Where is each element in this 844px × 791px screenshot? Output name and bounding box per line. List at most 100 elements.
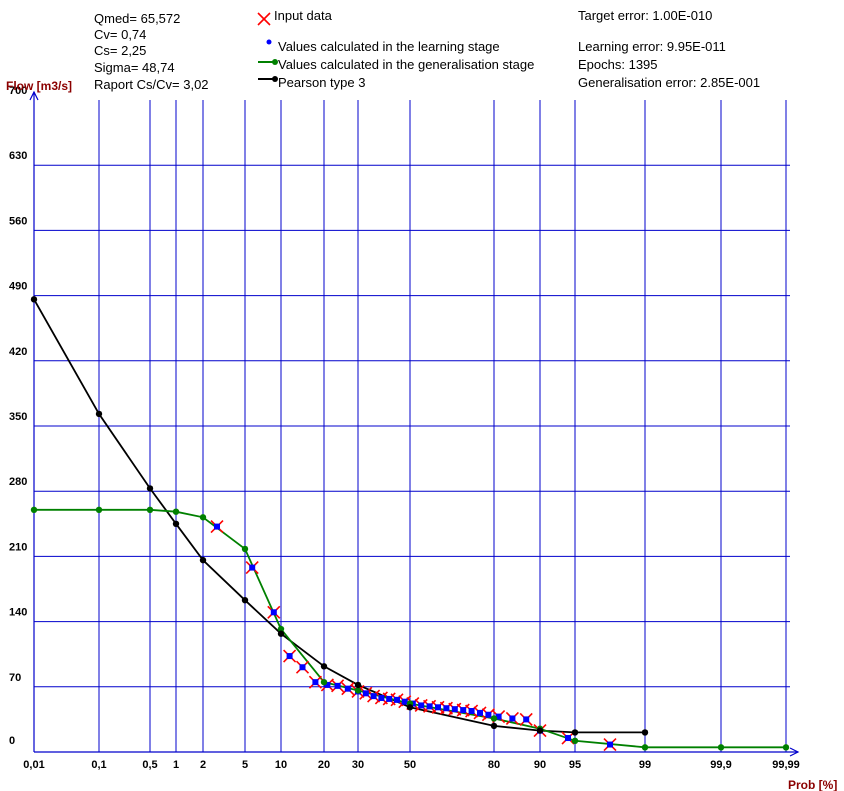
y-tick-label: 490 bbox=[9, 281, 27, 293]
generalisation-point bbox=[717, 744, 725, 751]
grid bbox=[34, 100, 790, 752]
learning-point bbox=[451, 706, 458, 713]
learning-point bbox=[299, 664, 306, 671]
pearson-point bbox=[320, 663, 328, 670]
learning-point bbox=[324, 681, 331, 688]
generalisation-point bbox=[199, 514, 207, 521]
x-tick-label: 99 bbox=[639, 759, 651, 771]
learning-point bbox=[485, 711, 492, 718]
generalisation-point bbox=[30, 506, 38, 514]
y-tick-label: 560 bbox=[9, 215, 27, 227]
x-tick-label: 95 bbox=[569, 759, 581, 771]
learning-point bbox=[334, 682, 341, 689]
x-tick-label: 0,5 bbox=[142, 759, 157, 771]
learning-point bbox=[214, 523, 220, 530]
y-tick-label: 700 bbox=[9, 85, 27, 97]
generalisation-point bbox=[172, 508, 180, 515]
info-learning-error: Learning error: 9.95E-011 bbox=[578, 39, 726, 54]
legend-label-learning: Values calculated in the learning stage bbox=[278, 39, 500, 54]
pearson-point bbox=[490, 722, 498, 730]
pearson-point bbox=[241, 596, 249, 604]
generalisation-point bbox=[571, 737, 579, 745]
data-series bbox=[30, 296, 790, 752]
learning-point bbox=[495, 713, 502, 720]
learning-point bbox=[443, 705, 450, 712]
y-tick-label: 630 bbox=[9, 150, 27, 162]
pearson-point bbox=[95, 410, 103, 418]
learning-point bbox=[607, 741, 613, 748]
learning-point bbox=[362, 690, 369, 697]
pearson-point bbox=[536, 727, 544, 734]
stat-qmed: Qmed= 65,572 bbox=[94, 11, 180, 26]
blue-dot-icon bbox=[266, 39, 272, 45]
x-tick-label: 80 bbox=[488, 759, 500, 771]
y-tick-label: 420 bbox=[9, 346, 27, 358]
legend-label-input: Input data bbox=[274, 8, 333, 23]
x-tick-label: 30 bbox=[352, 759, 364, 771]
pearson-point bbox=[277, 630, 285, 637]
training-info-block: Target error: 1.00E-010 Learning error: … bbox=[578, 8, 760, 90]
y-tick-label: 280 bbox=[9, 476, 27, 488]
y-tick-label: 140 bbox=[9, 607, 27, 619]
statistics-block: Qmed= 65,572 Cv= 0,74 Cs= 2,25 Sigma= 48… bbox=[94, 11, 209, 92]
learning-point bbox=[460, 707, 467, 714]
generalisation-point bbox=[354, 687, 362, 694]
stat-cs: Cs= 2,25 bbox=[94, 43, 146, 58]
x-tick-label: 0,1 bbox=[91, 759, 106, 771]
generalisation-point bbox=[641, 744, 649, 751]
learning-point bbox=[386, 695, 393, 702]
x-tick-label: 10 bbox=[275, 759, 287, 771]
learning-point bbox=[344, 685, 351, 692]
x-tick-label: 99,9 bbox=[710, 759, 731, 771]
stat-sigma: Sigma= 48,74 bbox=[94, 60, 175, 75]
generalisation-point bbox=[277, 625, 285, 633]
learning-point bbox=[286, 653, 293, 660]
generalisation-point bbox=[320, 678, 328, 686]
x-tick-label: 90 bbox=[534, 759, 546, 771]
info-epochs: Epochs: 1395 bbox=[578, 57, 658, 72]
green-dot-icon bbox=[272, 59, 278, 65]
learning-point bbox=[270, 609, 277, 616]
learning-point bbox=[468, 708, 475, 715]
x-tick-label: 20 bbox=[318, 759, 330, 771]
y-tick-label: 0 bbox=[9, 735, 15, 747]
x-axis-title: Prob [%] bbox=[788, 778, 837, 791]
info-generalisation-error: Generalisation error: 2.85E-001 bbox=[578, 75, 760, 90]
info-target-error: Target error: 1.00E-010 bbox=[578, 8, 712, 23]
learning-point bbox=[435, 704, 441, 711]
legend-label-generalisation: Values calculated in the generalisation … bbox=[278, 57, 534, 72]
generalisation-point bbox=[95, 506, 103, 514]
pearson-point bbox=[30, 296, 38, 303]
learning-point bbox=[370, 693, 377, 700]
learning-point bbox=[378, 694, 385, 701]
black-dot-icon bbox=[272, 76, 278, 82]
legend-entry-input: Input data bbox=[257, 8, 333, 26]
pearson-point bbox=[172, 520, 180, 527]
pearson-point bbox=[199, 556, 207, 564]
learning-point bbox=[477, 709, 483, 716]
learning-point bbox=[426, 703, 433, 710]
red-cross-icon bbox=[257, 12, 271, 26]
legend-entry-pearson: Pearson type 3 bbox=[258, 75, 365, 90]
learning-point bbox=[312, 679, 319, 686]
x-tick-label: 5 bbox=[242, 759, 248, 771]
pearson-point bbox=[354, 681, 362, 689]
pearson-line bbox=[33, 298, 645, 734]
learning-point bbox=[401, 698, 408, 705]
x-axis-arrow bbox=[789, 747, 800, 757]
pearson-point bbox=[406, 704, 414, 711]
pearson-point bbox=[641, 729, 649, 736]
learning-point bbox=[509, 715, 516, 722]
y-tick-label: 210 bbox=[9, 541, 27, 553]
learning-point bbox=[249, 564, 256, 571]
generalisation-point bbox=[146, 506, 154, 514]
y-tick-label: 70 bbox=[9, 672, 21, 684]
x-tick-label: 99,99 bbox=[772, 759, 800, 771]
learning-point bbox=[565, 735, 571, 742]
legend-label-pearson: Pearson type 3 bbox=[278, 75, 365, 90]
generalisation-point bbox=[490, 715, 498, 722]
legend-entry-learning: Values calculated in the learning stage bbox=[266, 39, 500, 54]
x-tick-label: 0,01 bbox=[23, 759, 44, 771]
generalisation-point bbox=[782, 744, 790, 751]
